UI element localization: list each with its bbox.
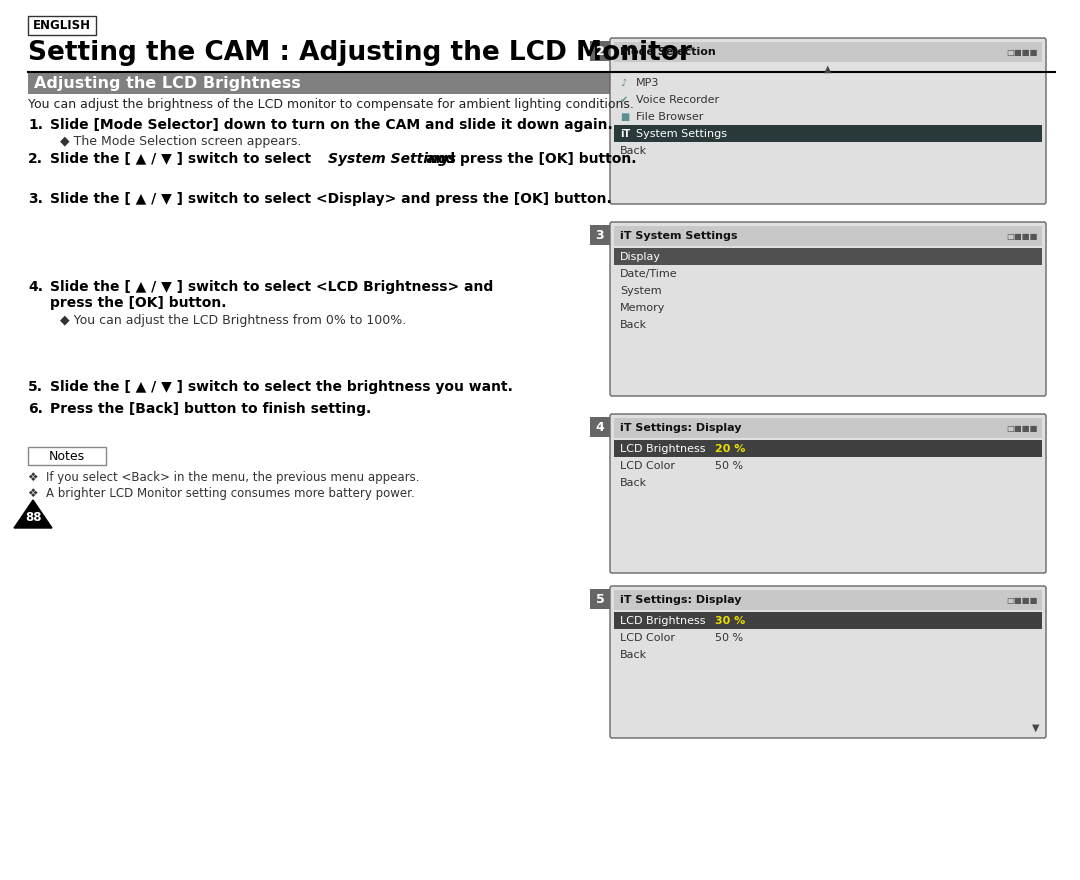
Text: □■■■: □■■■ [1007, 231, 1038, 240]
Text: Slide the [ ▲ / ▼ ] switch to select the brightness you want.: Slide the [ ▲ / ▼ ] switch to select the… [50, 380, 513, 394]
Bar [615, 418, 1042, 438]
Text: MP3: MP3 [636, 77, 660, 87]
Text: 5: 5 [596, 592, 605, 605]
Text: press the [OK] button.: press the [OK] button. [50, 296, 227, 310]
Bar [615, 125, 1042, 142]
Text: You can adjust the brightness of the LCD monitor to compensate for ambient light: You can adjust the brightness of the LCD… [28, 98, 634, 111]
Text: ❖  If you select <Back> in the menu, the previous menu appears.: ❖ If you select <Back> in the menu, the … [28, 471, 419, 484]
Text: Slide [Mode Selector] down to turn on the CAM and slide it down again.: Slide [Mode Selector] down to turn on th… [50, 118, 612, 132]
Bar [590, 41, 610, 61]
Text: ♪: ♪ [620, 77, 626, 87]
Text: 5.: 5. [28, 380, 43, 394]
Text: and press the [OK] button.: and press the [OK] button. [421, 152, 636, 166]
Text: ENGLISH: ENGLISH [33, 19, 91, 32]
Bar [590, 589, 610, 609]
Text: iT System Settings: iT System Settings [620, 231, 738, 241]
Text: 20 %: 20 % [715, 444, 745, 453]
Text: Display: Display [620, 252, 661, 261]
Bar [28, 16, 96, 35]
Text: Date/Time: Date/Time [620, 268, 677, 278]
Text: LCD Brightness: LCD Brightness [620, 444, 705, 453]
Bar [615, 226, 1042, 246]
Bar [615, 612, 1042, 629]
Text: iT Settings: Display: iT Settings: Display [620, 423, 742, 433]
Text: Back: Back [620, 145, 647, 156]
Bar [28, 73, 618, 94]
Text: Press the [Back] button to finish setting.: Press the [Back] button to finish settin… [50, 402, 372, 416]
Text: LCD Brightness: LCD Brightness [620, 615, 705, 626]
FancyBboxPatch shape [610, 222, 1047, 396]
Text: 3: 3 [596, 229, 605, 241]
Text: Voice Recorder: Voice Recorder [636, 94, 719, 105]
Text: □■■■: □■■■ [1007, 596, 1038, 605]
Bar [590, 417, 610, 437]
Text: Slide the [ ▲ / ▼ ] switch to select <Display> and press the [OK] button.: Slide the [ ▲ / ▼ ] switch to select <Di… [50, 192, 611, 206]
Text: 6.: 6. [28, 402, 43, 416]
Text: System: System [620, 285, 662, 296]
Text: System Settings: System Settings [328, 152, 456, 166]
Text: iT: iT [620, 128, 631, 138]
Bar [615, 248, 1042, 265]
Text: Setting the CAM : Adjusting the LCD Monitor: Setting the CAM : Adjusting the LCD Moni… [28, 40, 692, 66]
Polygon shape [14, 500, 52, 528]
Text: ◆ You can adjust the LCD Brightness from 0% to 100%.: ◆ You can adjust the LCD Brightness from… [60, 314, 406, 327]
Text: Notes: Notes [49, 450, 85, 463]
Bar [615, 42, 1042, 62]
FancyBboxPatch shape [610, 586, 1047, 738]
Text: ❖  A brighter LCD Monitor setting consumes more battery power.: ❖ A brighter LCD Monitor setting consume… [28, 487, 415, 500]
Text: Back: Back [620, 319, 647, 329]
Text: Slide the [ ▲ / ▼ ] switch to select <LCD Brightness> and: Slide the [ ▲ / ▼ ] switch to select <LC… [50, 280, 494, 294]
Text: 3.: 3. [28, 192, 43, 206]
Bar [590, 225, 610, 245]
Text: ◆ The Mode Selection screen appears.: ◆ The Mode Selection screen appears. [60, 135, 301, 148]
Text: 2: 2 [596, 45, 605, 57]
Text: Memory: Memory [620, 303, 665, 312]
Text: Back: Back [620, 649, 647, 659]
Text: 88: 88 [25, 510, 41, 524]
Text: 4.: 4. [28, 280, 43, 294]
Text: LCD Color: LCD Color [620, 460, 675, 471]
Text: Mode Selection: Mode Selection [620, 47, 716, 57]
Bar [28, 447, 106, 465]
Text: 4: 4 [596, 421, 605, 434]
Text: ▼: ▼ [1032, 723, 1040, 733]
Text: iT Settings: Display: iT Settings: Display [620, 595, 742, 605]
Bar [615, 590, 1042, 610]
Text: Slide the [ ▲ / ▼ ] switch to select: Slide the [ ▲ / ▼ ] switch to select [50, 152, 316, 166]
Text: ■: ■ [620, 112, 630, 121]
FancyBboxPatch shape [610, 38, 1047, 204]
Text: 30 %: 30 % [715, 615, 745, 626]
Text: Adjusting the LCD Brightness: Adjusting the LCD Brightness [33, 76, 300, 91]
Text: Back: Back [620, 478, 647, 488]
Text: 2.: 2. [28, 152, 43, 166]
Text: □■■■: □■■■ [1007, 48, 1038, 56]
Text: LCD Color: LCD Color [620, 633, 675, 642]
Text: 1.: 1. [28, 118, 43, 132]
Text: 50 %: 50 % [715, 633, 743, 642]
Bar [615, 440, 1042, 457]
FancyBboxPatch shape [610, 414, 1047, 573]
Text: ▲: ▲ [824, 64, 832, 74]
Text: System Settings: System Settings [636, 128, 727, 138]
Text: File Browser: File Browser [636, 112, 703, 121]
Text: 50 %: 50 % [715, 460, 743, 471]
Text: □■■■: □■■■ [1007, 423, 1038, 432]
Text: ✔: ✔ [620, 94, 629, 105]
